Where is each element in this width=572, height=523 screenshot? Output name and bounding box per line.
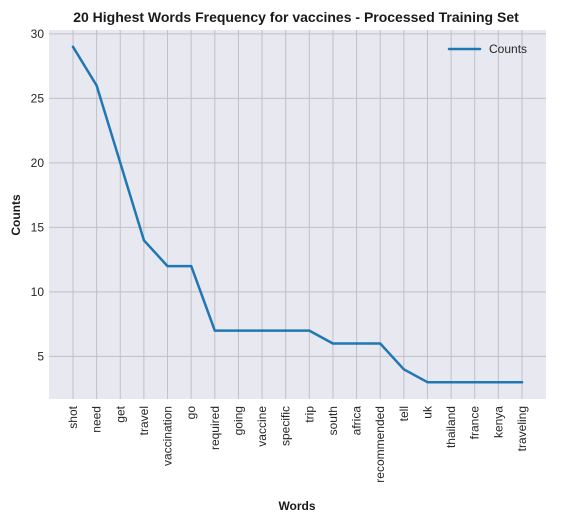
data-point: [520, 381, 524, 384]
plot-area: [49, 30, 546, 399]
data-point: [473, 381, 476, 384]
data-point: [213, 329, 216, 332]
data-point: [237, 329, 240, 332]
x-tick-label: specific: [279, 406, 293, 446]
x-tick-label: recommended: [373, 406, 387, 483]
data-point: [308, 329, 311, 332]
y-tick-label: 30: [31, 27, 45, 41]
x-tick-label: africa: [350, 406, 364, 436]
x-axis-ticks: shot need get travel vaccination go required go…: [66, 405, 529, 483]
x-tick-label: uk: [420, 405, 434, 419]
legend: Counts: [447, 42, 527, 56]
data-point: [189, 264, 193, 268]
x-tick-label: tell: [397, 406, 411, 421]
x-tick-label: required: [208, 406, 222, 450]
series: [71, 45, 524, 384]
x-tick-label: kenya: [491, 406, 505, 438]
data-point: [497, 381, 500, 384]
x-tick-label: france: [468, 406, 482, 440]
x-tick-label: need: [90, 406, 104, 433]
y-axis-ticks: 5 10 15 20 25 30: [31, 27, 45, 364]
data-point: [71, 45, 75, 48]
data-point: [142, 239, 146, 242]
data-point: [284, 329, 287, 332]
grid: [49, 30, 546, 399]
x-tick-label: going: [231, 406, 245, 435]
data-point: [95, 84, 98, 87]
x-axis-label: Words: [278, 499, 315, 513]
data-point: [166, 264, 169, 268]
y-tick-label: 10: [31, 285, 45, 299]
x-tick-label: get: [113, 405, 127, 422]
x-tick-label: shot: [66, 405, 80, 428]
x-tick-label: traveling: [515, 406, 529, 451]
y-tick-label: 5: [37, 349, 44, 363]
y-tick-label: 20: [31, 156, 45, 170]
x-tick-label: vaccination: [161, 406, 175, 466]
data-point: [260, 329, 264, 332]
data-point: [426, 381, 429, 384]
chart-title: 20 Highest Words Frequency for vaccines …: [73, 9, 519, 25]
data-point: [449, 381, 453, 384]
x-tick-label: south: [326, 406, 340, 435]
x-tick-label: go: [184, 406, 198, 420]
x-tick-label: trip: [302, 406, 316, 423]
legend-label-counts: Counts: [489, 42, 527, 56]
x-tick-label: thailand: [444, 406, 458, 448]
data-point: [379, 342, 382, 345]
y-tick-label: 25: [31, 91, 45, 105]
x-tick-label: travel: [137, 406, 151, 435]
data-point: [331, 342, 335, 345]
data-point: [119, 161, 122, 165]
y-tick-label: 15: [31, 220, 45, 234]
data-point: [402, 368, 406, 371]
y-axis-label: Counts: [9, 194, 23, 236]
data-point: [355, 342, 358, 345]
x-tick-label: vaccine: [255, 406, 269, 447]
series-line-counts: [71, 45, 524, 384]
